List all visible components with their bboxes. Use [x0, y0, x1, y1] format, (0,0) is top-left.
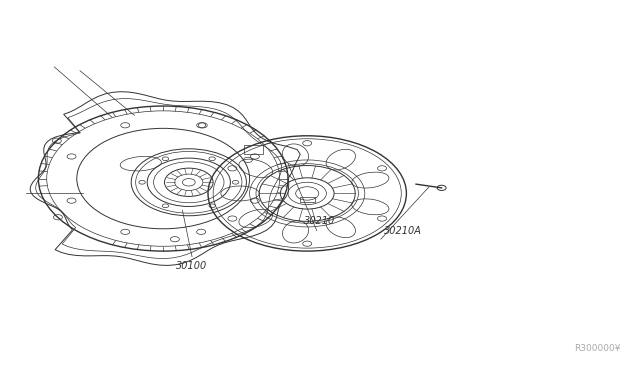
Text: 30210: 30210: [304, 217, 335, 226]
Text: 30210A: 30210A: [384, 226, 422, 235]
Text: R300000¥: R300000¥: [575, 344, 621, 353]
Text: 30100: 30100: [176, 261, 207, 271]
